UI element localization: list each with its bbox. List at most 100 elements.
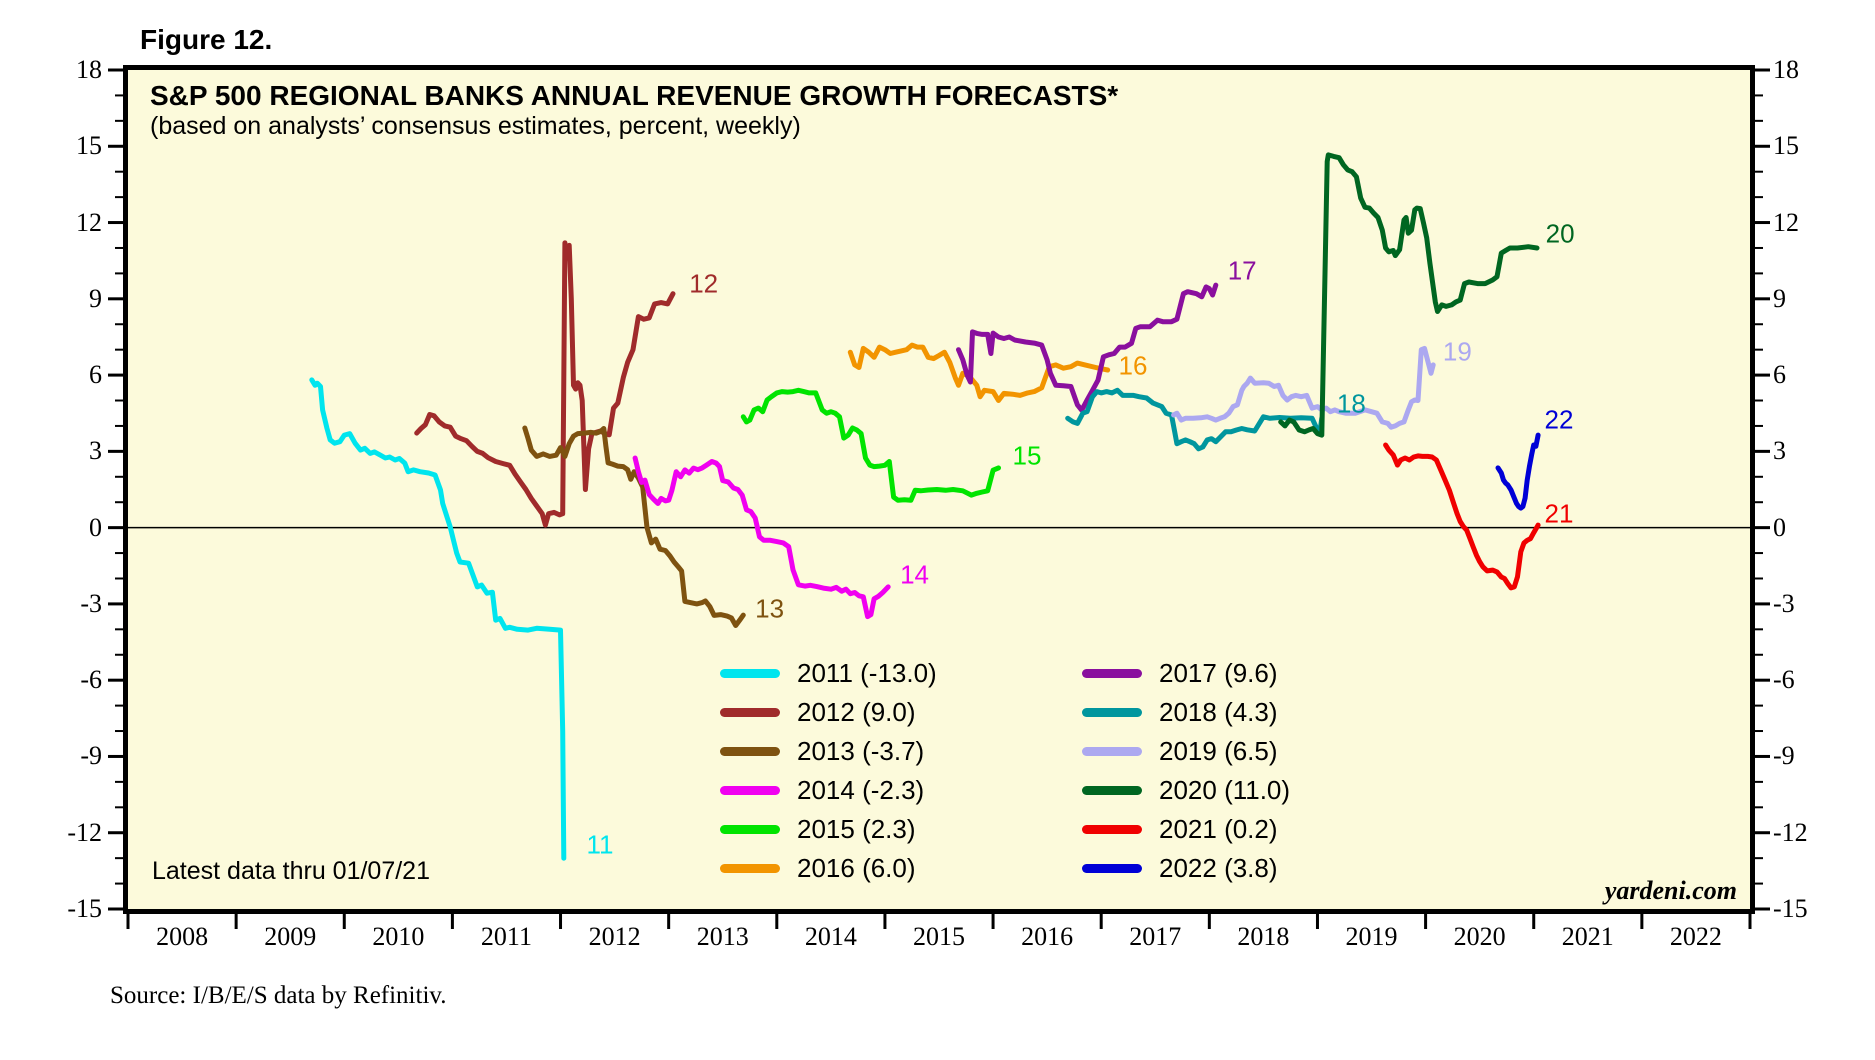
x-axis-label-2011: 2011	[480, 922, 532, 951]
y-axis-label-left-6: 6	[89, 360, 102, 390]
latest-data-note: Latest data thru 01/07/21	[152, 857, 430, 885]
y-axis-label-left-18: 18	[76, 55, 102, 84]
x-axis-label-2017: 2017	[1129, 922, 1182, 951]
y-axis-label-right-0: 0	[1773, 512, 1786, 542]
plot-area	[128, 70, 1750, 909]
y-axis-label-right-18: 18	[1773, 55, 1799, 84]
y-axis-label-right-15: 15	[1773, 131, 1799, 161]
series-end-tag-2014: 14	[900, 559, 929, 590]
series-line-2014	[632, 455, 891, 620]
x-axis-label-2014: 2014	[804, 922, 857, 951]
x-axis-label-2015: 2015	[913, 922, 965, 951]
x-axis-label-2021: 2021	[1561, 922, 1614, 951]
series-end-tag-2021: 21	[1544, 498, 1574, 529]
legend-row-2011: 2011 (-13.0)	[720, 657, 937, 689]
legend-swatch-2014	[720, 785, 780, 795]
legend-row-2017: 2017 (9.6)	[1082, 657, 1278, 689]
y-axis-label-left--3: -3	[80, 588, 102, 618]
series-line-2018	[1065, 387, 1325, 452]
y-axis-label-right-12: 12	[1773, 207, 1799, 237]
legend-row-2016: 2016 (6.0)	[720, 852, 916, 884]
legend-swatch-2013	[720, 746, 780, 756]
series-line-2013	[522, 425, 746, 628]
legend-label-2014: 2014 (-2.3)	[797, 774, 925, 805]
legend-row-2013: 2013 (-3.7)	[720, 735, 924, 767]
watermark-yardeni: yardeni.com	[1604, 876, 1737, 905]
series-end-tag-2011: 11	[586, 829, 614, 860]
legend-label-2021: 2021 (0.2)	[1159, 813, 1278, 844]
series-end-tag-2015: 15	[1012, 440, 1042, 471]
legend-row-2018: 2018 (4.3)	[1082, 696, 1278, 728]
series-line-2021	[1383, 442, 1541, 591]
x-axis-label-2010: 2010	[372, 922, 425, 951]
y-axis-label-left--12: -12	[67, 817, 102, 847]
x-axis-label-2009: 2009	[264, 922, 317, 951]
legend-label-2016: 2016 (6.0)	[797, 852, 916, 883]
legend-row-2014: 2014 (-2.3)	[720, 774, 924, 806]
legend-swatch-2022	[1082, 863, 1142, 873]
x-axis-label-2022: 2022	[1669, 922, 1722, 951]
legend-label-2019: 2019 (6.5)	[1159, 735, 1278, 766]
series-end-tag-2018: 18	[1336, 388, 1366, 419]
series-end-tag-2013: 13	[755, 593, 785, 624]
chart-subtitle: (based on analysts’ consensus estimates,…	[150, 112, 801, 140]
legend-label-2018: 2018 (4.3)	[1159, 696, 1278, 727]
series-line-2017	[956, 282, 1219, 413]
legend-swatch-2020	[1082, 785, 1142, 795]
series-line-2015	[740, 387, 1001, 503]
series-end-tag-2017: 17	[1227, 255, 1257, 286]
y-axis-label-left--6: -6	[80, 665, 102, 695]
y-axis-label-left-0: 0	[89, 512, 102, 542]
legend-swatch-2021	[1082, 824, 1142, 834]
legend-row-2015: 2015 (2.3)	[720, 813, 916, 845]
x-axis-label-2008: 2008	[156, 922, 209, 951]
y-axis-label-left-9: 9	[89, 283, 102, 313]
series-end-tag-2012: 12	[689, 268, 719, 299]
legend-row-2019: 2019 (6.5)	[1082, 735, 1278, 767]
legend-swatch-2016	[720, 863, 780, 873]
series-line-2022	[1495, 432, 1541, 511]
series-end-tag-2022: 22	[1544, 404, 1574, 435]
legend-swatch-2018	[1082, 707, 1142, 717]
y-axis-label-left--9: -9	[80, 741, 102, 771]
series-end-tag-2019: 19	[1442, 336, 1472, 367]
y-axis-label-right-9: 9	[1773, 283, 1786, 313]
series-end-tag-2016: 16	[1118, 350, 1148, 381]
x-axis-label-2012: 2012	[588, 922, 641, 951]
legend-row-2020: 2020 (11.0)	[1082, 774, 1290, 806]
legend-row-2012: 2012 (9.0)	[720, 696, 916, 728]
legend-label-2020: 2020 (11.0)	[1159, 774, 1291, 805]
series-plot	[128, 152, 1750, 861]
y-axis-label-left--15: -15	[67, 894, 102, 923]
legend-swatch-2019	[1082, 746, 1142, 756]
y-axis-label-left-12: 12	[76, 207, 102, 237]
y-axis-label-left-3: 3	[89, 436, 102, 466]
y-axis-label-right-3: 3	[1773, 436, 1786, 466]
series-line-2020	[1278, 152, 1540, 438]
series-end-tag-2020: 20	[1545, 218, 1575, 249]
legend-label-2015: 2015 (2.3)	[797, 813, 916, 844]
series-line-2016	[847, 342, 1111, 403]
legend-row-2022: 2022 (3.8)	[1082, 852, 1278, 884]
series-line-2011	[309, 377, 567, 861]
series-line-2012	[414, 240, 676, 528]
x-axis-label-2019: 2019	[1345, 922, 1398, 951]
y-axis-label-left-15: 15	[76, 131, 102, 161]
chart-title: S&P 500 REGIONAL BANKS ANNUAL REVENUE GR…	[150, 80, 1119, 111]
legend-row-2021: 2021 (0.2)	[1082, 813, 1278, 845]
legend-label-2022: 2022 (3.8)	[1159, 852, 1278, 883]
y-axis-label-right-6: 6	[1773, 360, 1786, 390]
legend-label-2017: 2017 (9.6)	[1159, 657, 1278, 688]
y-axis-label-right--9: -9	[1773, 741, 1795, 771]
y-axis-label-right--12: -12	[1773, 817, 1808, 847]
series-line-2019	[1171, 345, 1436, 430]
x-axis-label-2018: 2018	[1237, 922, 1290, 951]
legend-swatch-2015	[720, 824, 780, 834]
figure-label: Figure 12.	[140, 24, 273, 55]
x-axis-label-2020: 2020	[1453, 922, 1506, 951]
y-axis-label-right--3: -3	[1773, 588, 1795, 618]
legend-label-2012: 2012 (9.0)	[797, 696, 916, 727]
legend-label-2011: 2011 (-13.0)	[797, 657, 937, 688]
source-note: Source: I/B/E/S data by Refinitiv.	[110, 982, 447, 1009]
